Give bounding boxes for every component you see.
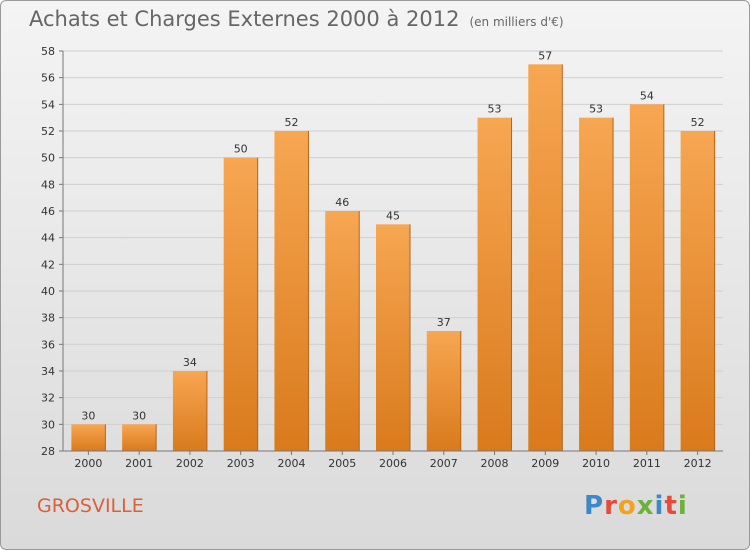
- bar: [325, 211, 360, 451]
- logo-letter: i: [677, 491, 688, 521]
- x-tick-label: 2007: [430, 457, 458, 470]
- proxiti-logo: Proxiti: [584, 491, 688, 521]
- bar: [426, 331, 461, 451]
- x-axis-ticks: 2000 2001 2002 2003 2004 2005 2006 2007 2008 2009…: [74, 451, 712, 470]
- chart-title-text: Achats et Charges Externes 2000 à 2012: [29, 7, 460, 31]
- y-tick-label: 50: [41, 152, 55, 165]
- y-tick-label: 30: [41, 418, 55, 431]
- x-tick-label: 2011: [633, 457, 661, 470]
- bar: [477, 117, 512, 452]
- logo-letter: t: [664, 491, 678, 521]
- data-label: 30: [132, 409, 146, 422]
- chart-subtitle: (en milliers d'€): [469, 15, 564, 29]
- data-label: 53: [589, 103, 603, 116]
- bars: [71, 64, 716, 452]
- y-tick-label: 28: [41, 445, 55, 458]
- y-tick-label: 32: [41, 392, 55, 405]
- x-tick-label: 2000: [74, 457, 102, 470]
- y-axis-ticks: 28 30 32 34 36 38 40 42 44 46 48 50 52 54 56 58: [41, 45, 63, 458]
- logo-letter: o: [617, 491, 637, 521]
- data-label: 53: [488, 103, 502, 116]
- axes: [62, 51, 723, 452]
- x-tick-label: 2009: [531, 457, 559, 470]
- data-label: 57: [538, 49, 552, 62]
- logo-letter: P: [584, 491, 605, 521]
- y-tick-label: 40: [41, 285, 55, 298]
- y-tick-label: 52: [41, 125, 55, 138]
- bar: [274, 131, 309, 451]
- y-tick-label: 56: [41, 72, 55, 85]
- x-tick-label: 2003: [227, 457, 255, 470]
- data-label: 54: [640, 89, 654, 102]
- y-tick-label: 34: [41, 365, 55, 378]
- x-tick-label: 2006: [379, 457, 407, 470]
- commune-name: GROSVILLE: [37, 495, 144, 517]
- bar: [71, 424, 106, 451]
- data-label: 46: [335, 196, 349, 209]
- bar: [223, 157, 258, 451]
- x-tick-label: 2001: [125, 457, 153, 470]
- data-label: 52: [691, 116, 705, 129]
- y-tick-label: 42: [41, 258, 55, 271]
- y-tick-label: 46: [41, 205, 55, 218]
- x-tick-label: 2012: [684, 457, 712, 470]
- data-label: 52: [284, 116, 298, 129]
- y-tick-label: 38: [41, 312, 55, 325]
- data-label: 37: [437, 316, 451, 329]
- x-tick-label: 2004: [277, 457, 305, 470]
- bar: [172, 371, 207, 451]
- logo-letter: x: [636, 491, 655, 521]
- logo-letter: i: [654, 491, 665, 521]
- bar: [579, 117, 614, 452]
- bar: [528, 64, 563, 452]
- y-tick-label: 48: [41, 178, 55, 191]
- data-label: 30: [81, 409, 95, 422]
- data-labels: 30 30 34 50 52 46 45 37 53 57 53 54 52: [81, 49, 704, 422]
- y-tick-label: 36: [41, 338, 55, 351]
- bar: [376, 224, 410, 451]
- x-tick-label: 2005: [328, 457, 356, 470]
- y-tick-label: 58: [41, 45, 55, 58]
- x-tick-label: 2002: [176, 457, 204, 470]
- bar: [629, 104, 664, 451]
- data-label: 45: [386, 209, 400, 222]
- chart-title: Achats et Charges Externes 2000 à 2012 (e…: [29, 7, 564, 31]
- x-tick-label: 2010: [582, 457, 610, 470]
- y-tick-label: 54: [41, 98, 55, 111]
- x-tick-label: 2008: [481, 457, 509, 470]
- data-label: 50: [234, 143, 248, 156]
- bar: [680, 131, 715, 451]
- y-tick-label: 44: [41, 232, 55, 245]
- bar: [122, 424, 157, 451]
- data-label: 34: [183, 356, 197, 369]
- logo-letter: r: [604, 491, 618, 521]
